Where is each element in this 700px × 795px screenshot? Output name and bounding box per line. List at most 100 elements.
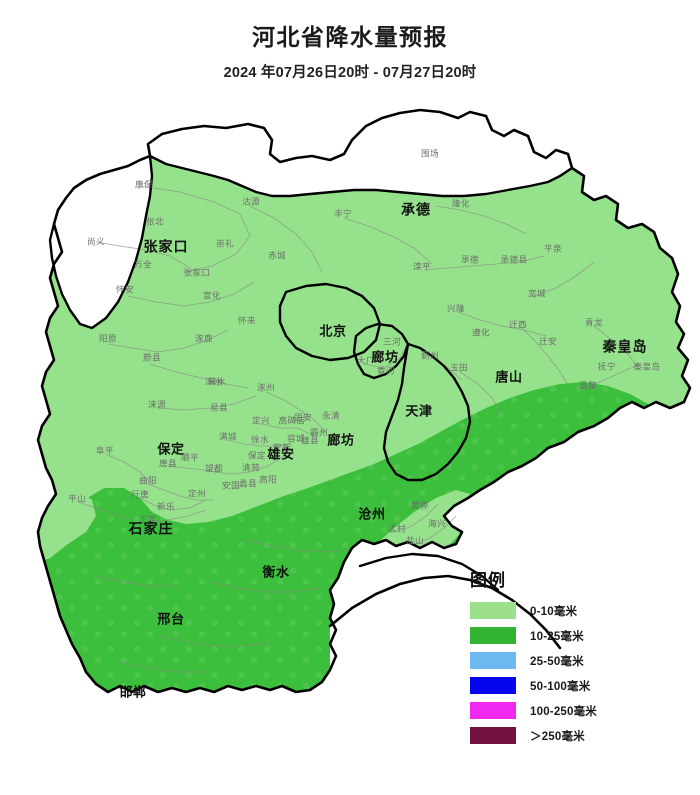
county-label: 雄县 [301,434,319,445]
county-label: 盐山 [406,534,424,545]
county-label: 承德 [461,253,479,264]
county-label: 滦平 [413,260,431,271]
county-label: 涞水 [205,375,223,386]
county-label: 顺平 [181,452,199,462]
county-label: 永清 [322,409,340,420]
county-label: 张北 [146,216,164,226]
county-label: 康保 [135,178,153,189]
county-label: 清苑 [242,461,260,472]
county-label: 玉田 [450,362,468,372]
city-label: 唐山 [495,369,522,384]
legend-row: ＞250毫米 [470,724,690,747]
county-label: 遵化 [472,326,490,337]
county-label: 唐县 [159,457,177,468]
county-label: 承德县 [501,253,528,264]
county-label: 涿州 [257,382,275,392]
legend-row: 10-25毫米 [470,624,690,647]
county-label: 尚义 [87,235,105,246]
county-label: 万全 [134,258,152,269]
city-label: 北京 [319,323,346,338]
legend-rows: 0-10毫米 10-25毫米 25-50毫米 50-100毫米 100-250毫米 ＞25… [470,599,690,747]
city-label: 廊坊 [327,432,354,447]
county-label: 涞源 [148,399,166,409]
county-label: 沽源 [242,195,260,206]
county-label: 满城 [219,431,237,441]
county-label: 高碑店 [279,414,306,425]
legend-label: 10-25毫米 [530,630,584,643]
legend-row: 25-50毫米 [470,649,690,672]
county-label: 崇礼 [216,237,234,248]
county-label: 赤城 [268,250,286,260]
county-label: 海兴 [428,517,446,528]
county-label: 阳原 [99,333,117,343]
county-label: 三河 [383,335,401,346]
county-label: 安新 [273,441,291,452]
county-label: 正定 [139,513,157,524]
county-label: 阜平 [96,444,114,455]
county-label: 容城 [287,432,305,443]
city-label: 石家庄 [128,521,174,537]
county-label: 徐水 [251,433,269,444]
legend-label: 25-50毫米 [530,655,584,668]
page-header: 河北省降水量预报 2024 年07月26日20时 - 07月27日20时 [0,0,700,83]
county-label: 高阳 [259,473,277,484]
city-label: 承德 [401,202,431,218]
county-label: 大厂 [357,354,375,365]
legend-label: 50-100毫米 [530,680,591,693]
province-boundaries [36,108,692,694]
legend-label: 100-250毫米 [530,705,598,718]
county-label: 平泉 [544,242,562,253]
county-label: 迁安 [539,335,557,346]
county-label: 霸州 [310,427,328,437]
city-label: 沧州 [358,506,385,521]
county-label: 定州 [188,487,206,498]
legend-row: 0-10毫米 [470,599,690,622]
county-label: 抚宁 [598,360,616,371]
county-label-group: 康保尚义张北万全怀安沽源崇礼赤城张家口宣化怀来阳原蔚县涿鹿涞水涞源围场丰宁隆化滦… [68,148,660,545]
legend-color-swatch [470,652,516,669]
map-container: 康保 尚义 张北 万全 怀安 沽源 崇礼 赤城 张家口 宣化 怀来 阳原 蔚县 涿鹿 涞水 涞源 围场 丰宁 隆化滦… [0,96,700,756]
city-label: 雄安 [266,446,294,461]
county-label: 宣化 [203,289,221,300]
city-label: 张家口 [144,239,189,255]
hebei-precipitation-map[interactable]: 康保尚义张北万全怀安沽源崇礼赤城张家口宣化怀来阳原蔚县涿鹿涞水涞源围场丰宁隆化滦… [0,96,700,756]
county-label: 迁西 [509,319,527,329]
county-label: 望都 [205,462,223,473]
county-label: 涞水 [208,375,226,386]
county-boundaries [77,185,641,673]
city-label: 邯郸 [119,684,146,699]
county-label: 隆化 [452,197,470,208]
county-label: 围场 [421,148,439,158]
city-label: 天津 [405,403,432,418]
city-label: 衡水 [262,564,290,579]
county-label: 怀安 [116,283,134,294]
legend-title: 图例 [470,571,506,590]
county-label: 蠡县 [239,477,257,488]
county-label: 丰宁 [334,207,352,218]
legend-color-swatch [470,677,516,694]
county-label: 孟村 [388,522,406,533]
county-label: 行唐 [131,488,149,499]
county-label: 秦皇岛 [634,360,661,371]
county-label: 怀来 [238,314,256,325]
city-label: 邢台 [157,611,184,626]
county-label: 青龙 [585,316,603,327]
legend-color-swatch [470,702,516,719]
county-label: 保定 [248,449,266,460]
forecast-period-subtitle: 2024 年07月26日20时 - 07月27日20时 [223,65,477,81]
city-label: 廊坊 [371,349,398,364]
legend-row: 50-100毫米 [470,674,690,697]
county-label: 曲阳 [139,475,157,485]
city-label: 秦皇岛 [602,339,648,355]
county-label: 平山 [68,493,86,503]
legend-row: 100-250毫米 [470,699,690,722]
legend-label: ＞250毫米 [530,730,585,743]
legend-label: 0-10毫米 [530,605,578,618]
page-title: 河北省降水量预报 [252,24,448,50]
county-label: 蔚县 [143,351,161,362]
city-label: 保定 [156,441,184,456]
county-label: 宽城 [528,287,546,298]
county-label: 黄骅 [411,499,429,510]
